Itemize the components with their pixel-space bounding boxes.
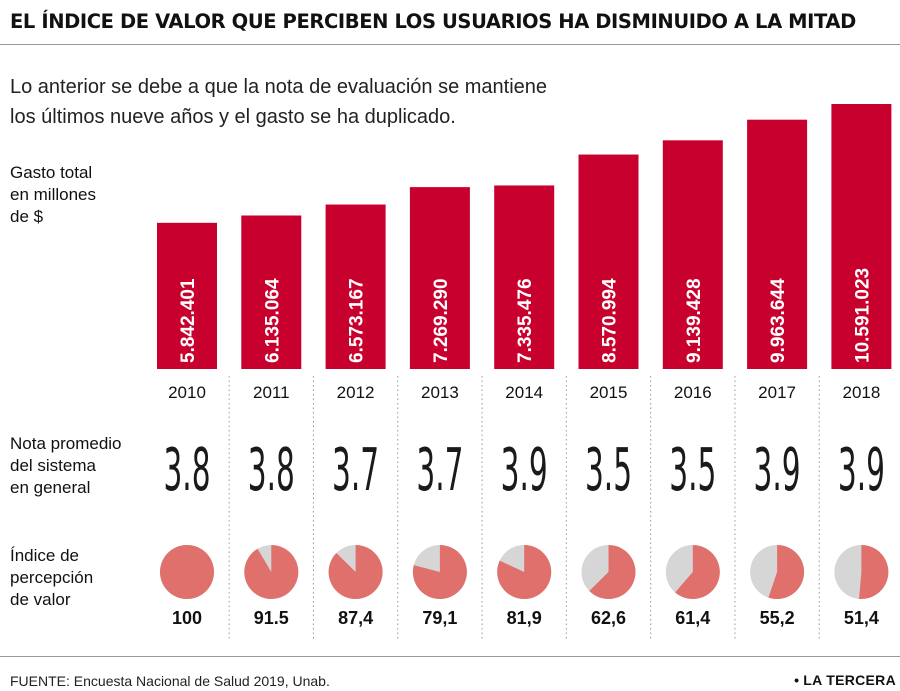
year-label: 2012 (337, 383, 375, 402)
subtitle-line-2: los últimos nueve años y el gasto se ha … (10, 106, 456, 128)
bar-value-label: 10.591.023 (852, 268, 873, 363)
brand-logo: • LA TERCERA (794, 672, 896, 688)
gasto-label-line-2: en millones (10, 185, 96, 204)
pie-value-label: 61,4 (675, 608, 710, 628)
year-label: 2014 (505, 383, 543, 402)
pie-value-label: 55,2 (760, 608, 795, 628)
pie-value-label: 51,4 (844, 608, 879, 628)
bar-2018 (831, 104, 892, 369)
bar-value-label: 6.573.167 (347, 278, 368, 363)
nota-value: 3.5 (669, 436, 716, 504)
pie-value-label: 81,9 (507, 608, 542, 628)
bar-2017 (747, 119, 808, 369)
chart-subtitle: Lo anterior se debe a que la nota de eva… (10, 72, 610, 132)
subtitle-line-1: Lo anterior se debe a que la nota de eva… (10, 76, 548, 98)
bar-value-label: 8.570.994 (600, 278, 621, 363)
nota-label-line-3: en general (10, 478, 91, 497)
pie-slice (160, 545, 214, 599)
bar-2012 (325, 204, 386, 369)
pie-slice (589, 545, 636, 599)
bar-2016 (662, 140, 723, 369)
chart-title: EL ÍNDICE DE VALOR QUE PERCIBEN LOS USUA… (10, 10, 856, 33)
gasto-row-label: Gasto total en millones de $ (10, 162, 150, 228)
nota-value: 3.7 (416, 436, 463, 504)
pie-slice (675, 545, 720, 599)
nota-value: 3.5 (585, 436, 632, 504)
bar-value-label: 7.269.290 (431, 278, 452, 363)
nota-value: 3.8 (163, 436, 210, 504)
nota-label-line-1: Nota promedio (10, 434, 122, 453)
bar-value-label: 5.842.401 (178, 278, 199, 363)
nota-value: 3.7 (332, 436, 379, 504)
bar-value-label: 9.139.428 (684, 278, 705, 363)
year-label: 2017 (758, 383, 796, 402)
nota-value: 3.8 (248, 436, 295, 504)
pie-slice (768, 544, 805, 599)
indice-row-label: Índice de percepción de valor (10, 545, 150, 611)
bar-2010 (157, 222, 217, 369)
pie-value-label: 62,6 (591, 608, 626, 628)
pie-value-label: 79,1 (422, 608, 457, 628)
bar-value-label: 7.335.476 (515, 278, 536, 363)
year-label: 2013 (421, 383, 459, 402)
bar-value-label: 9.963.644 (768, 278, 789, 363)
nota-row-label: Nota promedio del sistema en general (10, 433, 150, 499)
indice-label-line-1: Índice de (10, 546, 79, 565)
pie-value-label: 91.5 (254, 608, 289, 628)
pie-slice (328, 545, 383, 599)
pie-slice (412, 545, 467, 599)
bar-2013 (409, 187, 470, 369)
indice-label-line-3: de valor (10, 590, 71, 609)
bottom-divider (0, 656, 900, 657)
brand-name: LA TERCERA (803, 672, 896, 688)
pie-value-label: 87,4 (338, 608, 373, 628)
year-label: 2015 (590, 383, 628, 402)
nota-label-line-2: del sistema (10, 456, 96, 475)
year-label: 2016 (674, 383, 712, 402)
gasto-label-line-3: de $ (10, 207, 44, 226)
pie-slice (859, 545, 889, 599)
top-divider (0, 44, 900, 45)
bar-value-label: 6.135.064 (262, 278, 283, 363)
indice-label-line-2: percepción (10, 568, 94, 587)
nota-value: 3.9 (501, 436, 548, 504)
bar-2014 (494, 185, 555, 369)
brand-bullet: • (794, 672, 800, 688)
pie-value-label: 100 (172, 608, 202, 628)
year-label: 2011 (253, 383, 290, 402)
source-note: FUENTE: Encuesta Nacional de Salud 2019,… (10, 673, 330, 689)
nota-value: 3.9 (838, 436, 885, 504)
pie-slice (244, 545, 299, 599)
bar-2015 (578, 154, 639, 369)
nota-value: 3.9 (754, 436, 801, 504)
gasto-label-line-1: Gasto total (10, 163, 93, 182)
year-label: 2010 (168, 383, 206, 402)
pie-slice (497, 545, 552, 599)
year-label: 2018 (842, 383, 880, 402)
bar-2011 (241, 215, 302, 369)
